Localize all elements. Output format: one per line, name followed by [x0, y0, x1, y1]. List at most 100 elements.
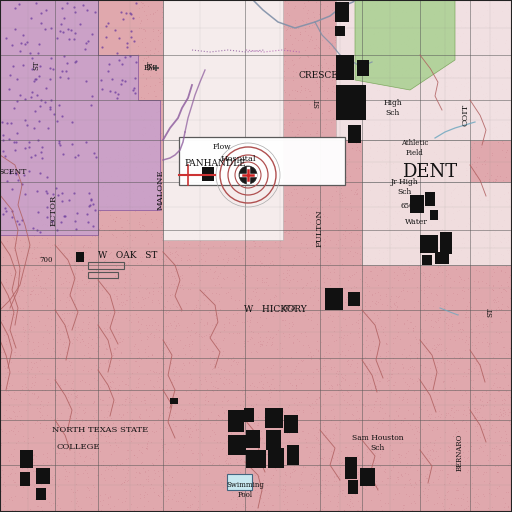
Point	[301, 64, 309, 72]
Point	[287, 218, 295, 226]
Point	[201, 286, 209, 294]
Point	[115, 381, 123, 389]
Point	[362, 477, 370, 485]
Point	[321, 288, 329, 296]
Point	[195, 257, 203, 265]
Point	[161, 291, 169, 300]
Point	[374, 202, 382, 210]
Point	[320, 253, 328, 261]
Point	[151, 333, 159, 341]
Point	[459, 233, 467, 242]
Point	[450, 395, 458, 403]
Point	[118, 399, 126, 408]
Point	[401, 164, 410, 173]
Point	[413, 100, 421, 109]
Point	[391, 180, 399, 188]
Point	[384, 347, 392, 355]
Point	[490, 243, 498, 251]
Point	[384, 499, 392, 507]
Point	[327, 392, 335, 400]
Point	[355, 310, 363, 318]
Point	[118, 377, 126, 385]
Point	[172, 497, 180, 505]
Point	[114, 273, 122, 281]
Point	[304, 315, 312, 323]
Point	[244, 337, 252, 345]
Point	[263, 378, 271, 386]
Point	[139, 123, 147, 131]
Point	[373, 43, 381, 51]
Point	[435, 25, 443, 33]
Point	[186, 414, 194, 422]
Point	[141, 123, 150, 131]
Point	[481, 63, 489, 72]
Point	[291, 250, 300, 259]
Point	[62, 371, 70, 379]
Point	[365, 149, 373, 157]
Point	[455, 91, 463, 99]
Point	[43, 449, 51, 457]
Point	[224, 428, 232, 436]
Point	[462, 158, 470, 166]
Point	[321, 96, 329, 104]
Point	[432, 228, 440, 237]
Point	[375, 246, 383, 254]
Point	[141, 271, 149, 280]
Point	[102, 372, 111, 380]
Point	[23, 319, 31, 328]
Point	[294, 359, 303, 367]
Point	[389, 454, 397, 462]
Point	[220, 472, 228, 480]
Point	[384, 381, 392, 389]
Point	[392, 408, 400, 416]
Point	[313, 50, 321, 58]
Point	[419, 270, 427, 279]
Point	[437, 58, 445, 67]
Point	[257, 426, 265, 435]
Point	[69, 386, 77, 394]
Point	[60, 449, 68, 457]
Point	[453, 132, 461, 140]
Point	[313, 336, 322, 345]
Point	[255, 440, 264, 448]
Point	[122, 200, 130, 208]
Point	[492, 423, 500, 431]
Point	[63, 322, 72, 330]
Point	[425, 348, 434, 356]
Point	[493, 88, 501, 96]
Point	[500, 398, 508, 407]
Point	[258, 274, 266, 282]
Point	[304, 0, 312, 5]
Point	[40, 475, 49, 483]
Point	[101, 179, 109, 187]
Point	[123, 374, 132, 382]
Point	[192, 357, 200, 365]
Point	[99, 461, 108, 470]
Point	[126, 274, 134, 283]
Point	[298, 307, 306, 315]
Point	[251, 390, 260, 398]
Point	[480, 468, 488, 476]
Point	[436, 233, 444, 242]
Point	[277, 421, 285, 430]
Point	[225, 367, 233, 375]
Point	[76, 338, 84, 346]
Point	[409, 326, 417, 334]
Point	[355, 146, 363, 154]
Point	[434, 262, 442, 270]
Point	[326, 274, 334, 283]
Point	[89, 412, 97, 420]
Point	[281, 190, 289, 199]
Point	[489, 402, 498, 411]
Point	[254, 472, 263, 480]
Point	[453, 255, 461, 264]
Point	[430, 441, 438, 450]
Point	[135, 325, 143, 333]
Point	[404, 42, 412, 50]
Point	[281, 217, 289, 225]
Point	[140, 34, 148, 42]
Point	[234, 271, 243, 280]
Point	[482, 389, 490, 397]
Point	[179, 457, 187, 465]
Point	[302, 438, 310, 446]
